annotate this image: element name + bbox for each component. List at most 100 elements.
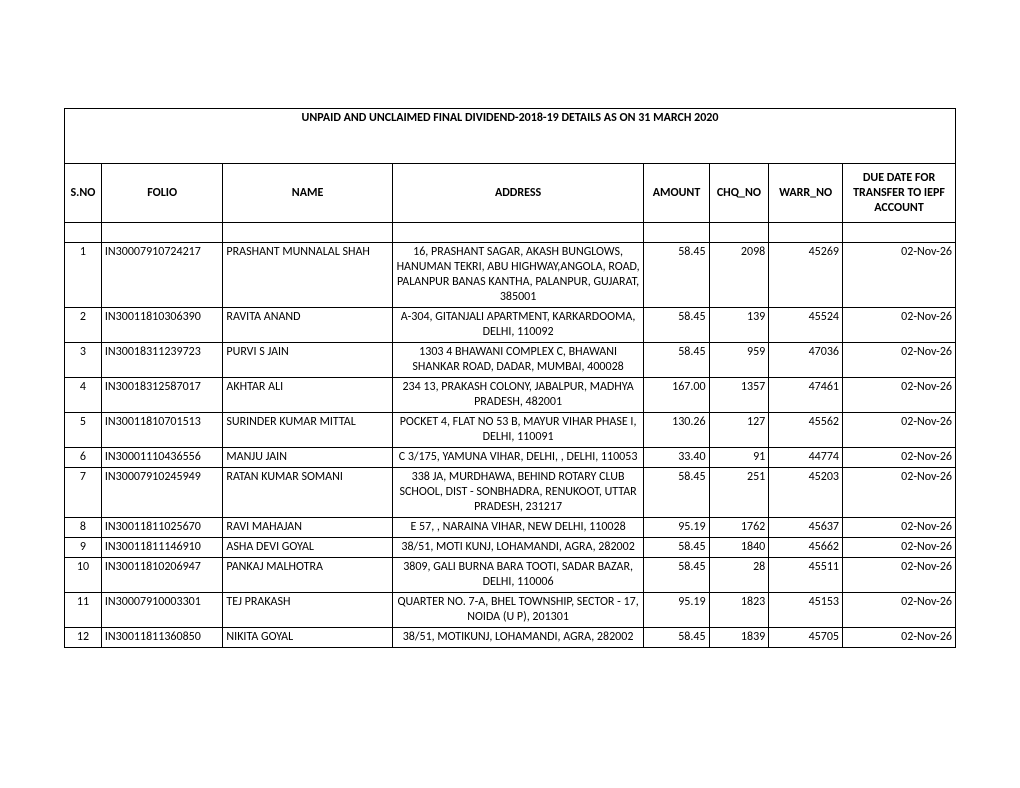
cell-warr_no: 45637 [769, 518, 843, 538]
table-title-row: UNPAID AND UNCLAIMED FINAL DIVIDEND-2018… [65, 109, 956, 164]
table-row: 12IN30011811360850NIKITA GOYAL38/51, MOT… [65, 628, 956, 648]
col-header-address: ADDRESS [392, 164, 644, 223]
table-row: 6IN30001110436556MANJU JAINC 3/175, YAMU… [65, 448, 956, 468]
cell-amount: 58.45 [644, 628, 709, 648]
cell-chq_no: 1840 [709, 538, 769, 558]
cell-address: C 3/175, YAMUNA VIHAR, DELHI, , DELHI, 1… [392, 448, 644, 468]
cell-address: 16, PRASHANT SAGAR, AKASH BUNGLOWS, HANU… [392, 243, 644, 308]
col-header-warrno: WARR_NO [769, 164, 843, 223]
col-header-duedate: DUE DATE FOR TRANSFER TO IEPF ACCOUNT [843, 164, 956, 223]
cell-due_date: 02-Nov-26 [843, 518, 956, 538]
cell-folio: IN30011810306390 [101, 308, 223, 343]
cell-name: ASHA DEVI GOYAL [223, 538, 392, 558]
cell-warr_no: 47036 [769, 343, 843, 378]
cell-sno: 7 [65, 468, 102, 518]
cell-warr_no: 47461 [769, 378, 843, 413]
cell-name: RAVITA ANAND [223, 308, 392, 343]
cell-amount: 95.19 [644, 518, 709, 538]
cell-chq_no: 139 [709, 308, 769, 343]
cell-name: PURVI S JAIN [223, 343, 392, 378]
cell-address: 1303 4 BHAWANI COMPLEX C, BHAWANI SHANKA… [392, 343, 644, 378]
cell-address: QUARTER NO. 7-A, BHEL TOWNSHIP, SECTOR -… [392, 593, 644, 628]
cell-name: PRASHANT MUNNALAL SHAH [223, 243, 392, 308]
cell-due_date: 02-Nov-26 [843, 448, 956, 468]
cell-due_date: 02-Nov-26 [843, 413, 956, 448]
table-row: 8IN30011811025670RAVI MAHAJANE 57, , NAR… [65, 518, 956, 538]
cell-sno: 5 [65, 413, 102, 448]
cell-chq_no: 28 [709, 558, 769, 593]
cell-due_date: 02-Nov-26 [843, 243, 956, 308]
cell-folio: IN30007910724217 [101, 243, 223, 308]
cell-amount: 58.45 [644, 558, 709, 593]
cell-name: RATAN KUMAR SOMANI [223, 468, 392, 518]
cell-folio: IN30001110436556 [101, 448, 223, 468]
cell-due_date: 02-Nov-26 [843, 538, 956, 558]
cell-sno: 9 [65, 538, 102, 558]
cell-due_date: 02-Nov-26 [843, 343, 956, 378]
cell-sno: 3 [65, 343, 102, 378]
cell-warr_no: 45269 [769, 243, 843, 308]
cell-folio: IN30011811025670 [101, 518, 223, 538]
cell-warr_no: 45705 [769, 628, 843, 648]
col-header-amount: AMOUNT [644, 164, 709, 223]
cell-name: TEJ PRAKASH [223, 593, 392, 628]
cell-amount: 58.45 [644, 538, 709, 558]
cell-chq_no: 1762 [709, 518, 769, 538]
cell-due_date: 02-Nov-26 [843, 378, 956, 413]
cell-amount: 130.26 [644, 413, 709, 448]
cell-amount: 58.45 [644, 243, 709, 308]
cell-sno: 4 [65, 378, 102, 413]
cell-amount: 33.40 [644, 448, 709, 468]
cell-name: AKHTAR ALI [223, 378, 392, 413]
cell-warr_no: 45524 [769, 308, 843, 343]
table-row: 1IN30007910724217PRASHANT MUNNALAL SHAH1… [65, 243, 956, 308]
cell-address: A-304, GITANJALI APARTMENT, KARKARDOOMA,… [392, 308, 644, 343]
cell-warr_no: 45662 [769, 538, 843, 558]
cell-chq_no: 959 [709, 343, 769, 378]
cell-amount: 58.45 [644, 308, 709, 343]
table-row: 11IN30007910003301TEJ PRAKASHQUARTER NO.… [65, 593, 956, 628]
cell-folio: IN30011810701513 [101, 413, 223, 448]
col-header-folio: FOLIO [101, 164, 223, 223]
cell-chq_no: 1839 [709, 628, 769, 648]
cell-chq_no: 2098 [709, 243, 769, 308]
cell-chq_no: 251 [709, 468, 769, 518]
cell-sno: 1 [65, 243, 102, 308]
cell-folio: IN30018311239723 [101, 343, 223, 378]
cell-due_date: 02-Nov-26 [843, 593, 956, 628]
cell-warr_no: 45511 [769, 558, 843, 593]
cell-due_date: 02-Nov-26 [843, 558, 956, 593]
cell-address: 3809, GALI BURNA BARA TOOTI, SADAR BAZAR… [392, 558, 644, 593]
cell-sno: 10 [65, 558, 102, 593]
cell-name: SURINDER KUMAR MITTAL [223, 413, 392, 448]
table-title: UNPAID AND UNCLAIMED FINAL DIVIDEND-2018… [65, 109, 956, 164]
cell-sno: 12 [65, 628, 102, 648]
cell-folio: IN30011811146910 [101, 538, 223, 558]
cell-sno: 11 [65, 593, 102, 628]
col-header-chqno: CHQ_NO [709, 164, 769, 223]
table-row: 10IN30011810206947PANKAJ MALHOTRA3809, G… [65, 558, 956, 593]
cell-folio: IN30011811360850 [101, 628, 223, 648]
cell-amount: 167.00 [644, 378, 709, 413]
cell-due_date: 02-Nov-26 [843, 308, 956, 343]
cell-chq_no: 127 [709, 413, 769, 448]
cell-warr_no: 45203 [769, 468, 843, 518]
cell-folio: IN30011810206947 [101, 558, 223, 593]
cell-warr_no: 45562 [769, 413, 843, 448]
cell-name: MANJU JAIN [223, 448, 392, 468]
table-row: 9IN30011811146910ASHA DEVI GOYAL38/51, M… [65, 538, 956, 558]
cell-warr_no: 44774 [769, 448, 843, 468]
table-header-row: S.NO FOLIO NAME ADDRESS AMOUNT CHQ_NO WA… [65, 164, 956, 223]
cell-name: NIKITA GOYAL [223, 628, 392, 648]
cell-chq_no: 91 [709, 448, 769, 468]
cell-sno: 2 [65, 308, 102, 343]
cell-address: 338 JA, MURDHAWA, BEHIND ROTARY CLUB SCH… [392, 468, 644, 518]
cell-name: PANKAJ MALHOTRA [223, 558, 392, 593]
table-row: 5IN30011810701513SURINDER KUMAR MITTALPO… [65, 413, 956, 448]
cell-folio: IN30007910245949 [101, 468, 223, 518]
cell-sno: 8 [65, 518, 102, 538]
cell-address: 234 13, PRAKASH COLONY, JABALPUR, MADHYA… [392, 378, 644, 413]
cell-sno: 6 [65, 448, 102, 468]
cell-chq_no: 1823 [709, 593, 769, 628]
cell-warr_no: 45153 [769, 593, 843, 628]
